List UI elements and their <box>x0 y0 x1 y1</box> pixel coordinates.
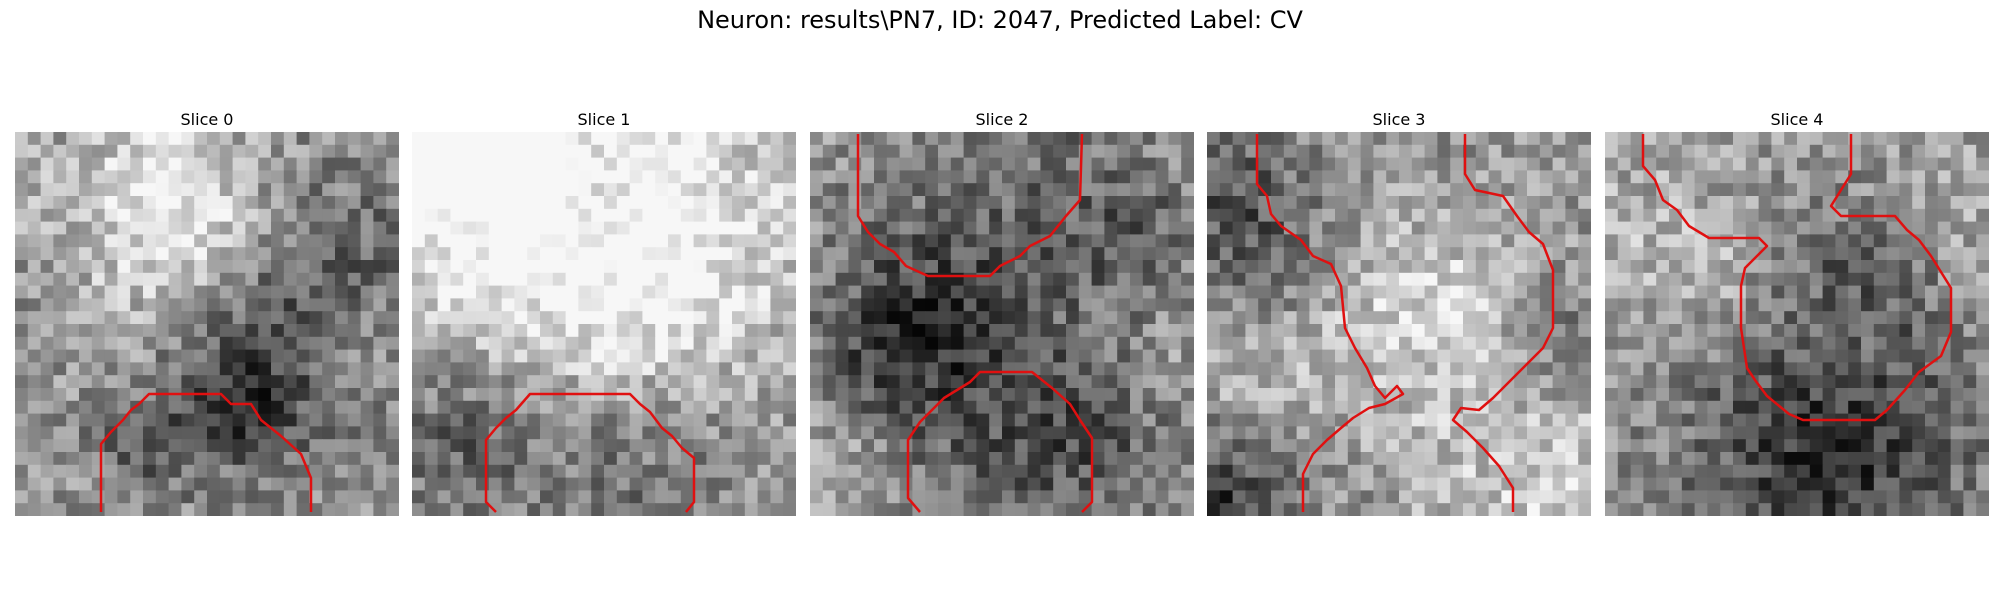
slice-panel-3: Slice 3 <box>1207 108 1591 516</box>
slice-title-0: Slice 0 <box>180 110 234 129</box>
slice-image-0 <box>15 132 399 516</box>
slice-title-3: Slice 3 <box>1372 110 1426 129</box>
contour-line-3-right <box>1451 134 1555 512</box>
slice-title-2: Slice 2 <box>975 110 1029 129</box>
contour-line-2-top <box>856 133 1084 278</box>
contour-line-1 <box>484 392 696 513</box>
contour-line-0 <box>99 392 313 512</box>
slice-image-4 <box>1605 132 1989 516</box>
figure-title: Neuron: results\PN7, ID: 2047, Predicted… <box>697 6 1303 34</box>
slice-image-1 <box>412 132 796 516</box>
slice-panel-0: Slice 0 <box>15 108 399 516</box>
slice-image-2 <box>810 132 1194 516</box>
contour-line-4-left <box>1641 134 1953 422</box>
contour-line-2-bottom <box>906 370 1094 513</box>
slice-panel-1: Slice 1 <box>412 108 796 516</box>
slice-panel-4: Slice 4 <box>1605 108 1989 516</box>
slice-title-1: Slice 1 <box>577 110 631 129</box>
slice-panel-2: Slice 2 <box>810 108 1194 516</box>
slice-image-3 <box>1207 132 1591 516</box>
slice-title-4: Slice 4 <box>1770 110 1824 129</box>
contour-line-3-left <box>1255 134 1405 512</box>
